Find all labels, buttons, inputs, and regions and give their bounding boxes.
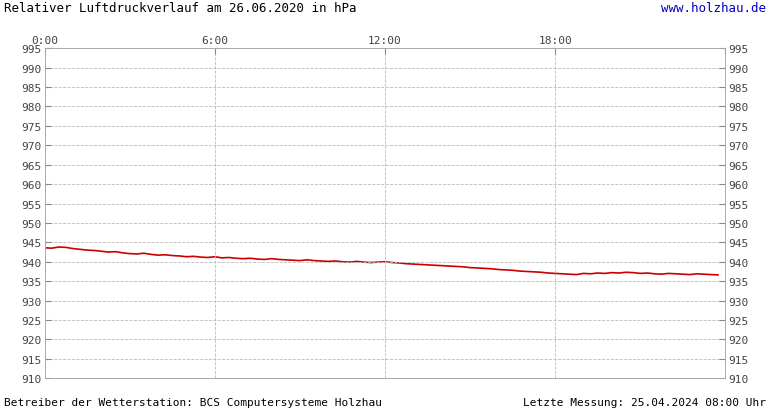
- Text: Letzte Messung: 25.04.2024 08:00 Uhr: Letzte Messung: 25.04.2024 08:00 Uhr: [523, 397, 766, 407]
- Text: Betreiber der Wetterstation: BCS Computersysteme Holzhau: Betreiber der Wetterstation: BCS Compute…: [4, 397, 382, 407]
- Text: www.holzhau.de: www.holzhau.de: [661, 2, 766, 15]
- Text: Relativer Luftdruckverlauf am 26.06.2020 in hPa: Relativer Luftdruckverlauf am 26.06.2020…: [4, 2, 357, 15]
